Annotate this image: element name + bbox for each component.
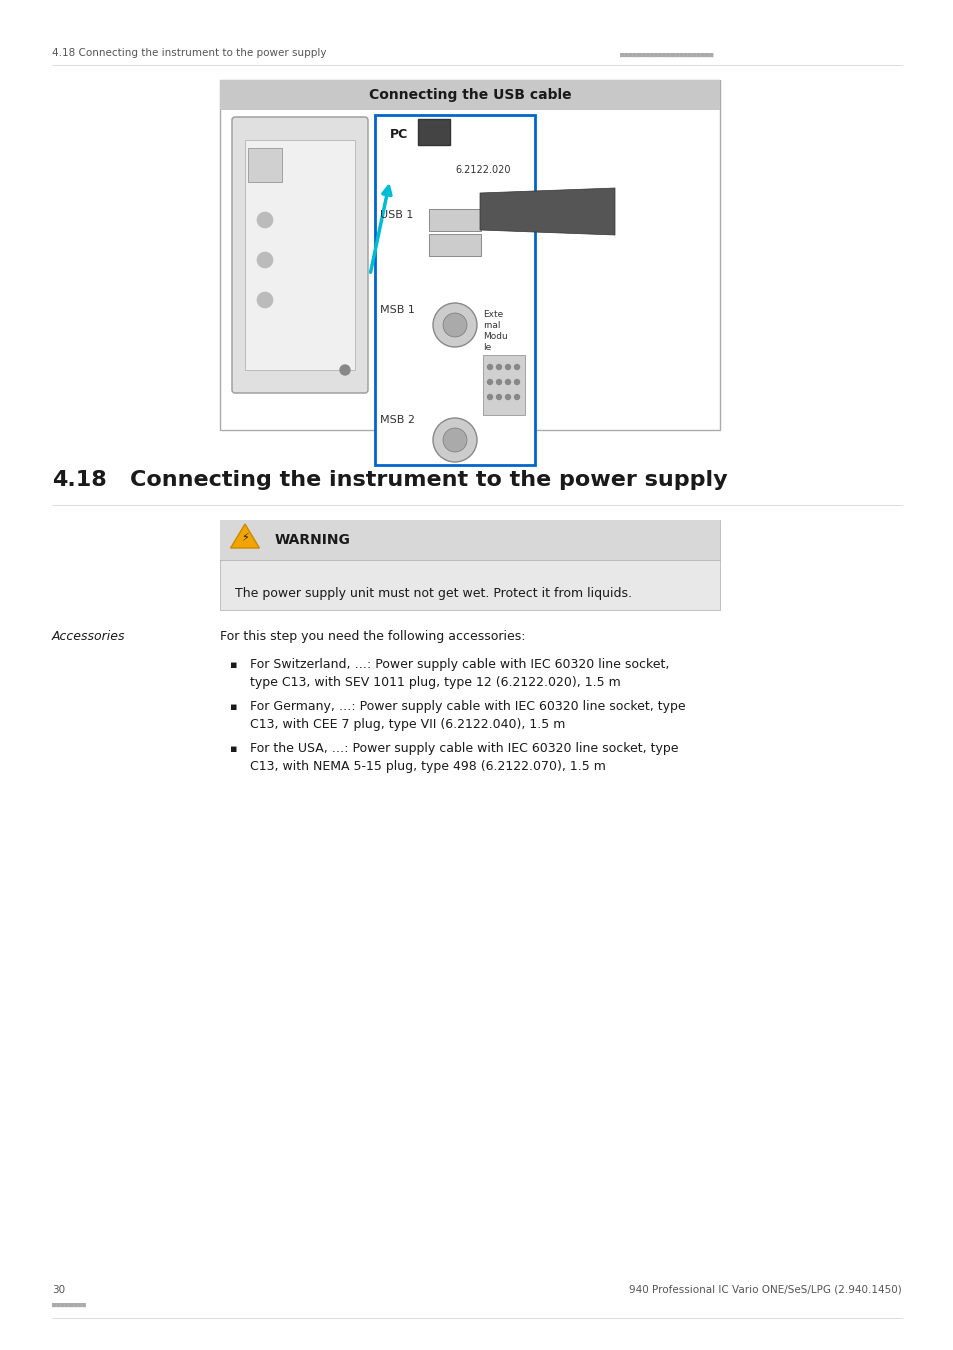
Circle shape: [505, 394, 510, 400]
FancyBboxPatch shape: [245, 140, 355, 370]
FancyBboxPatch shape: [220, 520, 720, 610]
Circle shape: [514, 394, 519, 400]
Text: MSB 2: MSB 2: [379, 414, 415, 425]
Circle shape: [496, 394, 501, 400]
Circle shape: [442, 313, 467, 338]
Circle shape: [496, 379, 501, 385]
FancyBboxPatch shape: [248, 148, 282, 182]
Polygon shape: [482, 355, 524, 414]
FancyBboxPatch shape: [375, 115, 535, 464]
FancyBboxPatch shape: [232, 117, 368, 393]
FancyBboxPatch shape: [220, 520, 720, 560]
Circle shape: [505, 364, 510, 370]
Text: PC: PC: [390, 128, 408, 142]
FancyBboxPatch shape: [220, 80, 720, 109]
Circle shape: [433, 418, 476, 462]
FancyBboxPatch shape: [220, 80, 720, 431]
Text: ▪: ▪: [230, 702, 237, 711]
FancyBboxPatch shape: [429, 234, 480, 256]
Polygon shape: [231, 524, 259, 548]
Circle shape: [505, 379, 510, 385]
Text: ■■■■■■■■: ■■■■■■■■: [52, 1301, 86, 1308]
Circle shape: [442, 428, 467, 452]
Text: USB 1: USB 1: [379, 211, 413, 220]
Text: For the USA, …: Power supply cable with IEC 60320 line socket, type
C13, with NE: For the USA, …: Power supply cable with …: [250, 743, 678, 774]
Text: 940 Professional IC Vario ONE/SeS/LPG (2.940.1450): 940 Professional IC Vario ONE/SeS/LPG (2…: [629, 1285, 901, 1295]
Text: 4.18 Connecting the instrument to the power supply: 4.18 Connecting the instrument to the po…: [52, 49, 326, 58]
Circle shape: [256, 292, 273, 308]
Text: For this step you need the following accessories:: For this step you need the following acc…: [220, 630, 525, 643]
FancyBboxPatch shape: [417, 119, 450, 144]
Circle shape: [256, 212, 273, 228]
Circle shape: [256, 252, 273, 269]
Text: Connecting the instrument to the power supply: Connecting the instrument to the power s…: [130, 470, 727, 490]
Text: ■■■■■■■■■■■■■■■■■■■■■■: ■■■■■■■■■■■■■■■■■■■■■■: [619, 53, 713, 58]
Circle shape: [487, 364, 492, 370]
Text: ⚡: ⚡: [241, 533, 249, 543]
Circle shape: [514, 379, 519, 385]
Circle shape: [339, 364, 350, 375]
Circle shape: [496, 364, 501, 370]
Text: Exte
rnal
Modu
le: Exte rnal Modu le: [482, 310, 507, 352]
Text: 30: 30: [52, 1285, 65, 1295]
Circle shape: [487, 379, 492, 385]
Text: WARNING: WARNING: [274, 533, 351, 547]
Text: 6.2122.020: 6.2122.020: [455, 165, 510, 176]
Text: 4.18: 4.18: [52, 470, 107, 490]
Text: Connecting the USB cable: Connecting the USB cable: [368, 88, 571, 103]
Circle shape: [433, 302, 476, 347]
Text: Accessories: Accessories: [52, 630, 126, 643]
FancyBboxPatch shape: [429, 209, 480, 231]
Polygon shape: [479, 188, 615, 235]
Text: MSB 1: MSB 1: [379, 305, 415, 315]
Text: For Switzerland, …: Power supply cable with IEC 60320 line socket,
type C13, wit: For Switzerland, …: Power supply cable w…: [250, 657, 669, 688]
Circle shape: [487, 394, 492, 400]
Text: ▪: ▪: [230, 744, 237, 755]
Text: The power supply unit must not get wet. Protect it from liquids.: The power supply unit must not get wet. …: [234, 586, 631, 599]
Circle shape: [514, 364, 519, 370]
Text: ▪: ▪: [230, 660, 237, 670]
Text: For Germany, …: Power supply cable with IEC 60320 line socket, type
C13, with CE: For Germany, …: Power supply cable with …: [250, 701, 685, 730]
